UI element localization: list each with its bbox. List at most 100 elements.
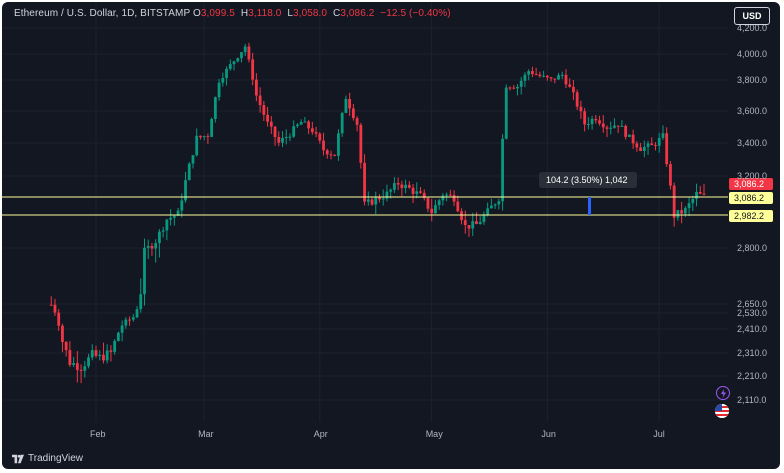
- candle-body: [545, 75, 549, 78]
- low-label: L: [287, 8, 294, 19]
- candle-body: [154, 243, 158, 249]
- candle-body: [512, 87, 516, 89]
- candle-body: [624, 125, 628, 137]
- candle-body: [601, 123, 605, 128]
- candle-body: [531, 71, 534, 75]
- candle-body: [344, 98, 348, 113]
- candle-body: [635, 143, 639, 148]
- current-price-tag-bg: [729, 178, 773, 190]
- candle-body: [691, 198, 695, 204]
- candle-body: [642, 146, 646, 151]
- candle-body: [262, 105, 266, 115]
- high-value: 3,118.0: [248, 8, 282, 19]
- measure-label: 104.2 (3.50%) 1,042: [546, 175, 628, 185]
- candle-body: [639, 147, 642, 151]
- candle-body: [68, 350, 72, 365]
- candle-body: [355, 118, 359, 125]
- candlesticks[interactable]: [49, 42, 706, 384]
- candle-body: [213, 97, 217, 119]
- candle-body: [654, 145, 657, 147]
- candle-body: [523, 74, 527, 81]
- price-tick-3: 3,600.0: [737, 106, 767, 116]
- candle-body: [340, 112, 344, 134]
- price-chart[interactable]: 3,086.2 3,086.2 2,982.2 104.2 (3.50%) 1,04…: [2, 2, 780, 469]
- candle-body: [53, 304, 57, 313]
- price-axis[interactable]: 4,200.0 4,000.0 3,800.0 3,600.0 3,400.0 3,200…: [737, 23, 767, 405]
- candle-body: [329, 154, 333, 156]
- candle-body: [187, 163, 191, 181]
- candle-body: [176, 210, 180, 216]
- candle-body: [374, 197, 378, 205]
- candle-body: [281, 137, 284, 143]
- candle-body: [426, 198, 430, 209]
- candle-body: [422, 192, 426, 199]
- candle-body: [87, 357, 90, 367]
- symbol-legend: Ethereum / U.S. Dollar, 1D, BITSTAMP O3,…: [14, 8, 454, 19]
- candle-body: [378, 197, 381, 200]
- candle-body: [269, 121, 273, 127]
- candle-body: [210, 118, 214, 137]
- measure-tool[interactable]: 104.2 (3.50%) 1,042: [539, 172, 637, 215]
- candle-body: [665, 133, 669, 165]
- candle-body: [251, 59, 255, 80]
- candle-body: [441, 195, 445, 201]
- candle-body: [702, 193, 706, 195]
- candle-body: [676, 210, 680, 218]
- candle-body: [284, 137, 288, 139]
- chart-window[interactable]: 3,086.2 3,086.2 2,982.2 104.2 (3.50%) 1,04…: [2, 2, 780, 469]
- price-tick-2: 3,800.0: [737, 75, 767, 85]
- candle-body: [161, 230, 165, 232]
- candle-body: [415, 191, 419, 194]
- candle-body: [232, 61, 236, 65]
- price-tick-8: 2,800.0: [737, 243, 767, 253]
- candle-body: [564, 74, 568, 85]
- candle-body: [348, 98, 352, 109]
- candle-body: [568, 84, 572, 87]
- candle-body: [385, 191, 389, 199]
- close-label: C: [333, 8, 341, 19]
- candle-body: [516, 86, 519, 89]
- candle-body: [217, 82, 221, 98]
- candle-body: [75, 363, 79, 370]
- candle-body: [687, 203, 691, 209]
- candle-body: [236, 58, 240, 62]
- candle-body: [549, 77, 553, 79]
- candle-body: [303, 121, 307, 123]
- candle-body: [113, 340, 117, 352]
- candle-body: [243, 46, 247, 53]
- candle-body: [508, 87, 512, 89]
- candle-body: [322, 140, 325, 151]
- level-tag-lower-bg: [729, 210, 773, 222]
- candle-body: [351, 108, 355, 119]
- price-tick-0: 4,200.0: [737, 23, 767, 33]
- tradingview-brand[interactable]: TradingView: [12, 453, 83, 464]
- candle-body: [195, 135, 199, 156]
- candle-body: [333, 154, 337, 156]
- candle-body: [139, 294, 143, 310]
- lightning-icon[interactable]: [716, 386, 730, 400]
- close-value: 3,086.2: [340, 8, 375, 19]
- candle-body: [434, 205, 437, 214]
- currency-button[interactable]: USD: [734, 7, 770, 25]
- horizontal-levels[interactable]: 3,086.2 3,086.2 2,982.2: [2, 178, 773, 222]
- candle-body: [381, 198, 385, 200]
- candle-body: [366, 199, 370, 202]
- us-flag-icon[interactable]: [715, 404, 729, 418]
- tradingview-label: TradingView: [28, 453, 84, 464]
- candle-body: [669, 164, 672, 186]
- price-tick-13: 2,210.0: [737, 371, 767, 381]
- time-axis[interactable]: Feb Mar Apr May Jun Jul: [90, 429, 665, 439]
- price-tick-10: 2,530.0: [737, 308, 767, 318]
- candle-body: [240, 52, 243, 59]
- candle-body: [389, 189, 393, 192]
- candle-body: [430, 208, 434, 214]
- candle-body: [83, 366, 87, 371]
- level-tag-upper: 3,086.2: [734, 193, 764, 203]
- candle-body: [680, 210, 684, 214]
- candle-body: [497, 201, 501, 205]
- candle-body: [79, 369, 83, 371]
- measure-tooltip-bg: [539, 172, 637, 188]
- candle-body: [90, 350, 94, 358]
- candle-body: [631, 134, 635, 144]
- candle-body: [448, 194, 452, 196]
